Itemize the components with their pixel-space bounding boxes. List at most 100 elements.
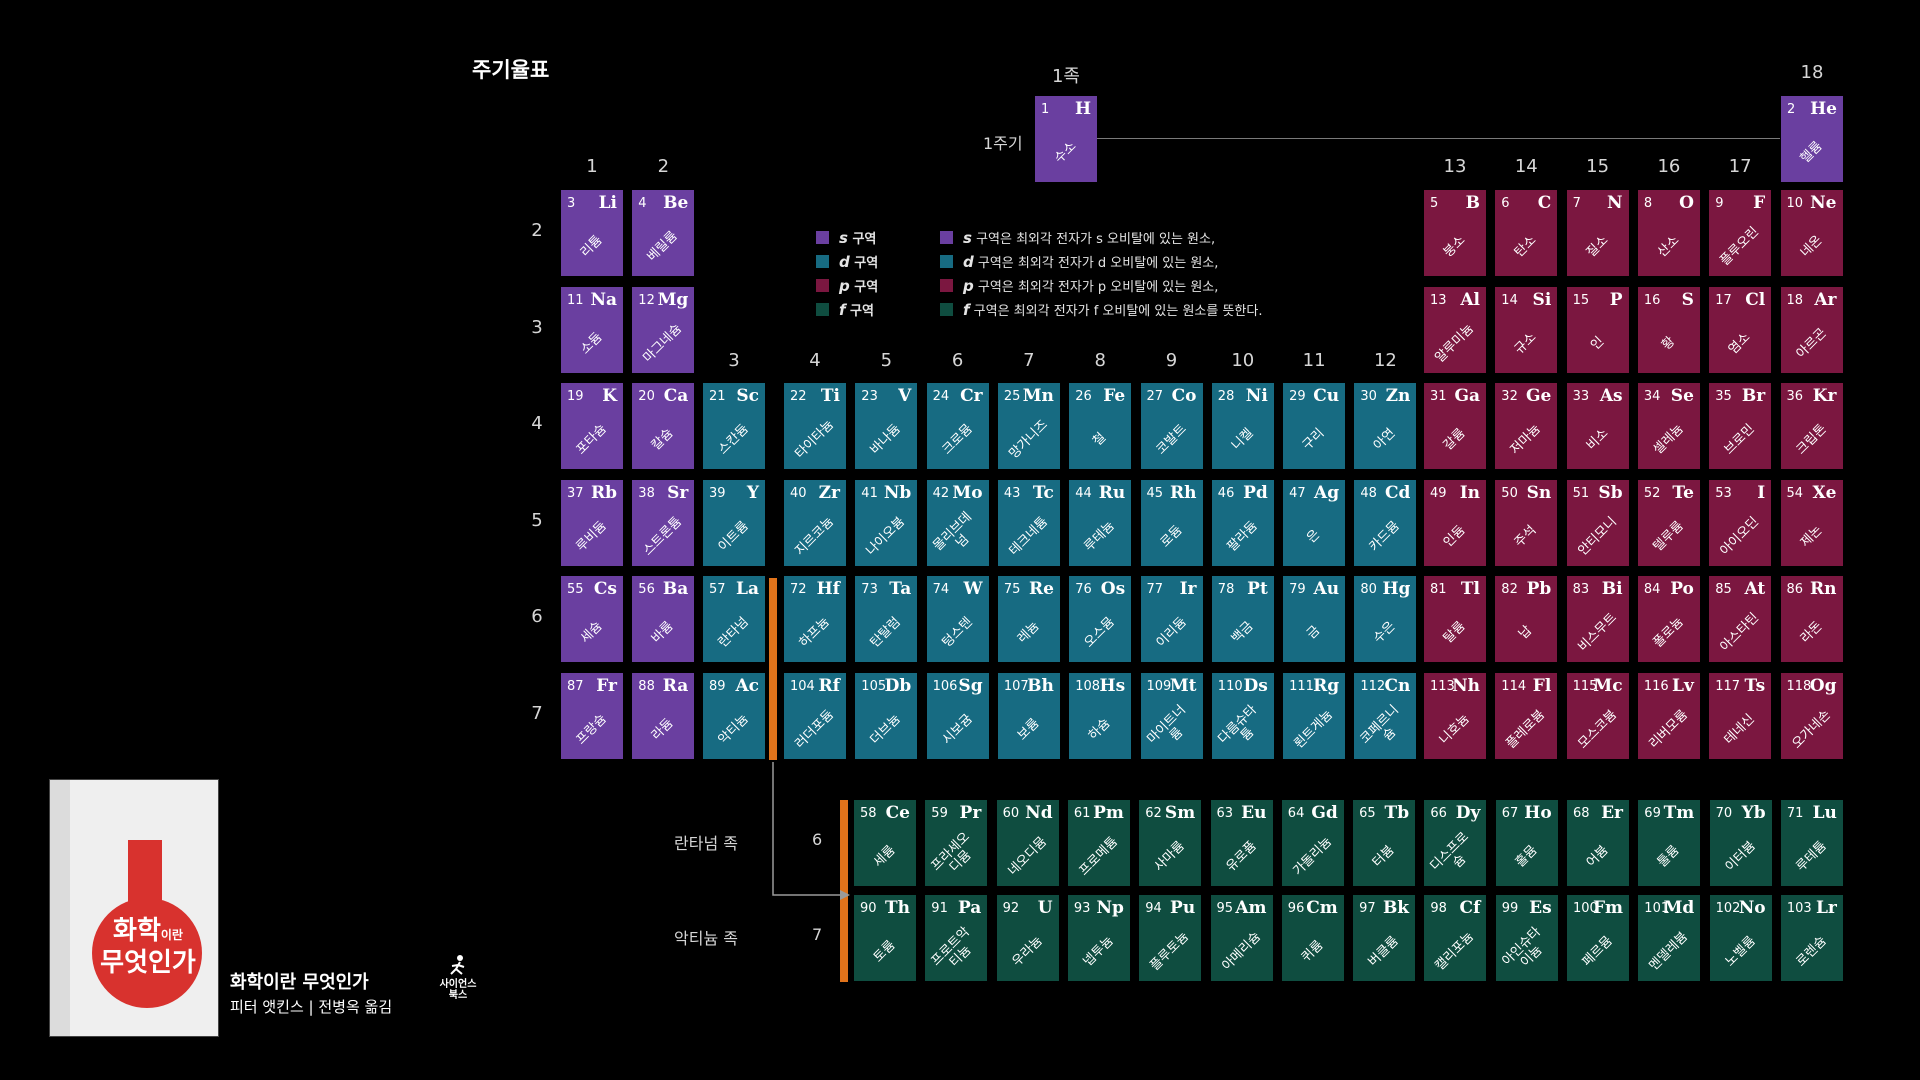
atomic-number: 19 <box>567 389 584 404</box>
element-name: 아스타틴 <box>1717 610 1762 655</box>
atomic-number: 87 <box>567 678 584 694</box>
legend-swatch <box>816 303 829 316</box>
element-name: 바나듐 <box>867 421 904 458</box>
atomic-number: 115 <box>1572 678 1598 694</box>
element-name: 로렌슘 <box>1793 933 1830 970</box>
element-symbol: No <box>1738 898 1766 918</box>
element-symbol: Cd <box>1384 482 1411 503</box>
element-name: 다름슈타튬 <box>1215 701 1260 747</box>
element-name: 버클륨 <box>1365 933 1402 970</box>
element-name: 안티모니 <box>1574 513 1620 559</box>
legend-description: 구역은 최외각 전자가 s 오비탈에 있는 원소, <box>976 232 1216 247</box>
element-cell-eu: 63 Eu 유로퓸 <box>1210 800 1273 886</box>
element-name: 황 <box>1658 333 1678 353</box>
atomic-number: 68 <box>1573 806 1590 821</box>
element-symbol: Pb <box>1526 579 1552 599</box>
atomic-number: 91 <box>931 901 948 916</box>
atomic-number: 96 <box>1287 901 1305 916</box>
atomic-number: 7 <box>1572 196 1581 211</box>
legend-swatch <box>940 279 953 292</box>
element-cell-cf: 98 Cf 캘리포늄 <box>1424 895 1487 981</box>
element-name: 아이오딘 <box>1717 513 1762 559</box>
element-symbol: Lv <box>1672 675 1694 696</box>
atomic-number: 32 <box>1501 389 1518 404</box>
atomic-number: 105 <box>861 678 887 694</box>
atomic-number: 20 <box>638 389 655 404</box>
element-name: 지르코늄 <box>792 513 837 559</box>
atomic-number: 58 <box>860 806 877 821</box>
atomic-number: 46 <box>1217 485 1235 501</box>
element-cell-sr: 38 Sr 스트론튬 <box>632 479 695 566</box>
element-name: 보륨 <box>1014 715 1043 743</box>
atomic-number: 69 <box>1644 806 1661 821</box>
element-name: 칼슘 <box>649 425 677 454</box>
element-symbol: Eu <box>1241 803 1267 823</box>
element-name: 카드뮴 <box>1366 518 1403 555</box>
element-cell-mo: 42 Mo 몰리브데넘 <box>926 479 989 566</box>
element-symbol: Ru <box>1098 482 1126 503</box>
element-cell-bi: 83 Bi 비스무트 <box>1566 576 1629 662</box>
element-cell-ho: 67 Ho 홀뮴 <box>1495 800 1558 886</box>
element-cell-mc: 115 Mc 모스코븀 <box>1566 672 1629 759</box>
element-cell-ac: 89 Ac 악티늄 <box>703 672 765 759</box>
element-name: 인 <box>1587 333 1607 353</box>
atomic-number: 73 <box>861 582 878 597</box>
element-symbol: B <box>1465 193 1480 213</box>
element-name: 마이트너륨 <box>1143 701 1189 747</box>
element-symbol: H <box>1074 99 1091 119</box>
element-symbol: Ce <box>885 803 910 823</box>
atomic-number: 6 <box>1501 196 1510 211</box>
atomic-number: 47 <box>1289 485 1306 501</box>
element-cell-rb: 37 Rb 루비듐 <box>561 479 623 566</box>
legend-block-name: d <box>963 252 974 271</box>
element-name: 프로메튬 <box>1076 834 1121 879</box>
element-name: 아인슈타이늄 <box>1498 924 1546 971</box>
element-name: 스칸듐 <box>715 421 752 458</box>
element-symbol: Be <box>663 193 689 213</box>
element-name: 질소 <box>1583 232 1611 261</box>
element-name: 리버모륨 <box>1646 706 1691 752</box>
element-cell-cm: 96 Cm 퀴륨 <box>1281 895 1344 981</box>
element-cell-n: 7 N 질소 <box>1566 190 1629 276</box>
element-name: 멘델레븀 <box>1646 929 1692 974</box>
element-cell-cd: 48 Cd 카드뮴 <box>1354 479 1417 566</box>
legend-block-name: p <box>963 276 974 295</box>
atomic-number: 117 <box>1715 678 1741 694</box>
element-cell-tm: 69 Tm 툴륨 <box>1638 800 1701 886</box>
element-symbol: Fr <box>596 675 617 696</box>
element-name: 루비듐 <box>573 518 610 555</box>
element-symbol: Tl <box>1460 579 1480 599</box>
element-symbol: Am <box>1235 898 1267 918</box>
element-name: 수은 <box>1371 618 1399 647</box>
element-cell-b: 5 B 붕소 <box>1424 190 1486 276</box>
legend-description: 구역은 최외각 전자가 p 오비탈에 있는 원소, <box>977 280 1219 295</box>
element-symbol: Nb <box>883 482 912 503</box>
legend-desc-d: d 구역은 최외각 전자가 d 오비탈에 있는 원소, <box>940 252 1218 271</box>
element-symbol: Mc <box>1593 675 1623 696</box>
element-name: 플루토늄 <box>1147 929 1192 974</box>
cover-title-1: 화학이란 <box>113 916 183 946</box>
atomic-number: 109 <box>1146 678 1172 694</box>
f-block-arrow-icon <box>772 762 850 900</box>
atomic-number: 27 <box>1146 389 1164 404</box>
element-symbol: Er <box>1601 803 1623 823</box>
atomic-number: 29 <box>1289 389 1306 404</box>
element-cell-pm: 61 Pm 프로메튬 <box>1067 800 1130 886</box>
element-symbol: Th <box>884 898 910 918</box>
element-name: 이트륨 <box>715 518 752 555</box>
atomic-number: 88 <box>638 678 655 694</box>
element-symbol: Pr <box>959 803 982 823</box>
element-symbol: Mg <box>657 289 689 310</box>
atomic-number: 14 <box>1501 292 1518 308</box>
element-symbol: Yb <box>1741 803 1766 823</box>
element-cell-ne: 10 Ne 네온 <box>1780 190 1843 276</box>
period-label-3: 3 <box>531 316 543 338</box>
element-name: 캘리포늄 <box>1432 929 1478 974</box>
element-cell-np: 93 Np 넵투늄 <box>1067 895 1130 981</box>
element-cell-i: 53 I 아이오딘 <box>1709 479 1772 566</box>
atomic-number: 33 <box>1572 389 1590 404</box>
atomic-number: 65 <box>1359 806 1376 821</box>
legend-swatch <box>940 231 953 244</box>
lanthanide-period-label: 6 <box>812 830 823 849</box>
group-label-14: 14 <box>1514 156 1538 177</box>
